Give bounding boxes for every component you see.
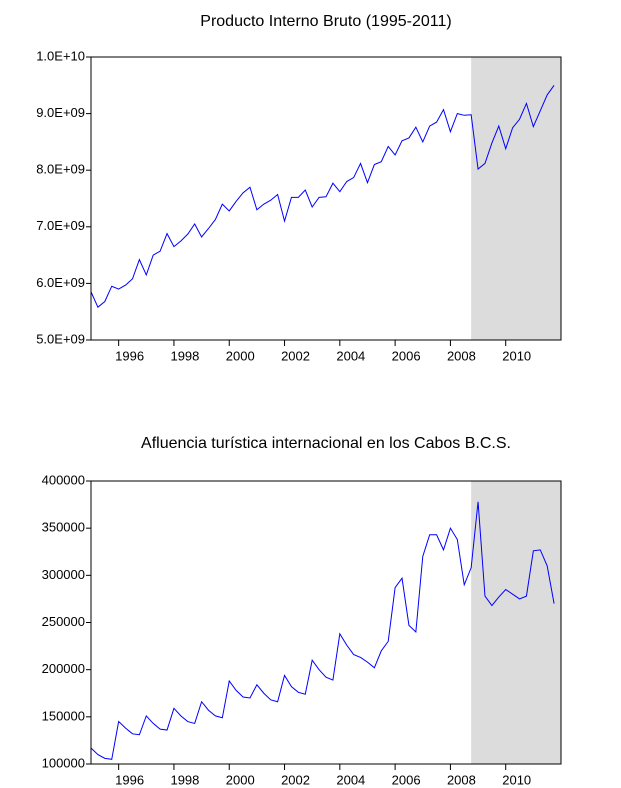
x-tick-label: 2004 <box>336 348 365 363</box>
data-line <box>90 501 555 760</box>
y-tick-label: 8.0E+09 <box>36 162 85 177</box>
x-tick-label: 2002 <box>281 348 310 363</box>
x-tick-label: 2006 <box>392 772 421 787</box>
y-tick-label: 300000 <box>42 567 85 582</box>
plot-frame <box>90 56 562 341</box>
y-tick-label: 400000 <box>42 472 85 487</box>
plot-frame <box>90 480 562 765</box>
shaded-region <box>471 481 561 764</box>
x-tick-label: 1996 <box>115 348 144 363</box>
shaded-region <box>471 57 561 340</box>
chart-title: Afluencia turística internacional en los… <box>141 435 511 452</box>
x-tick-label: 2000 <box>226 348 255 363</box>
x-tick-label: 2006 <box>392 348 421 363</box>
y-tick-label: 150000 <box>42 708 85 723</box>
y-tick-label: 7.0E+09 <box>36 218 85 233</box>
y-tick-label: 6.0E+09 <box>36 275 85 290</box>
x-tick-label: 2010 <box>502 772 531 787</box>
y-tick-label: 9.0E+09 <box>36 105 85 120</box>
y-tick-label: 100000 <box>42 755 85 770</box>
x-tick-label: 1996 <box>115 772 144 787</box>
x-tick-label: 1998 <box>170 772 199 787</box>
x-tick-label: 2010 <box>502 348 531 363</box>
x-tick-label: 1998 <box>170 348 199 363</box>
x-tick-label: 2002 <box>281 772 310 787</box>
x-tick-label: 2008 <box>447 772 476 787</box>
x-tick-label: 2008 <box>447 348 476 363</box>
y-tick-label: 250000 <box>42 614 85 629</box>
y-tick-label: 200000 <box>42 661 85 676</box>
x-tick-label: 2000 <box>226 772 255 787</box>
data-line <box>90 85 555 308</box>
x-tick-label: 2004 <box>336 772 365 787</box>
y-tick-label: 5.0E+09 <box>36 331 85 346</box>
chart-title: Producto Interno Bruto (1995-2011) <box>200 13 451 30</box>
y-tick-label: 350000 <box>42 520 85 535</box>
y-tick-label: 1.0E+10 <box>36 48 85 63</box>
